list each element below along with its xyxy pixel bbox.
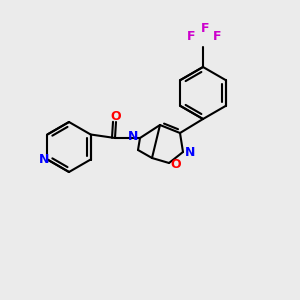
- Text: F: F: [213, 31, 221, 44]
- Text: N: N: [128, 130, 138, 142]
- Text: O: O: [171, 158, 181, 172]
- Text: O: O: [111, 110, 121, 122]
- Text: F: F: [201, 22, 209, 35]
- Text: N: N: [185, 146, 195, 158]
- Text: N: N: [39, 153, 50, 166]
- Text: F: F: [187, 31, 195, 44]
